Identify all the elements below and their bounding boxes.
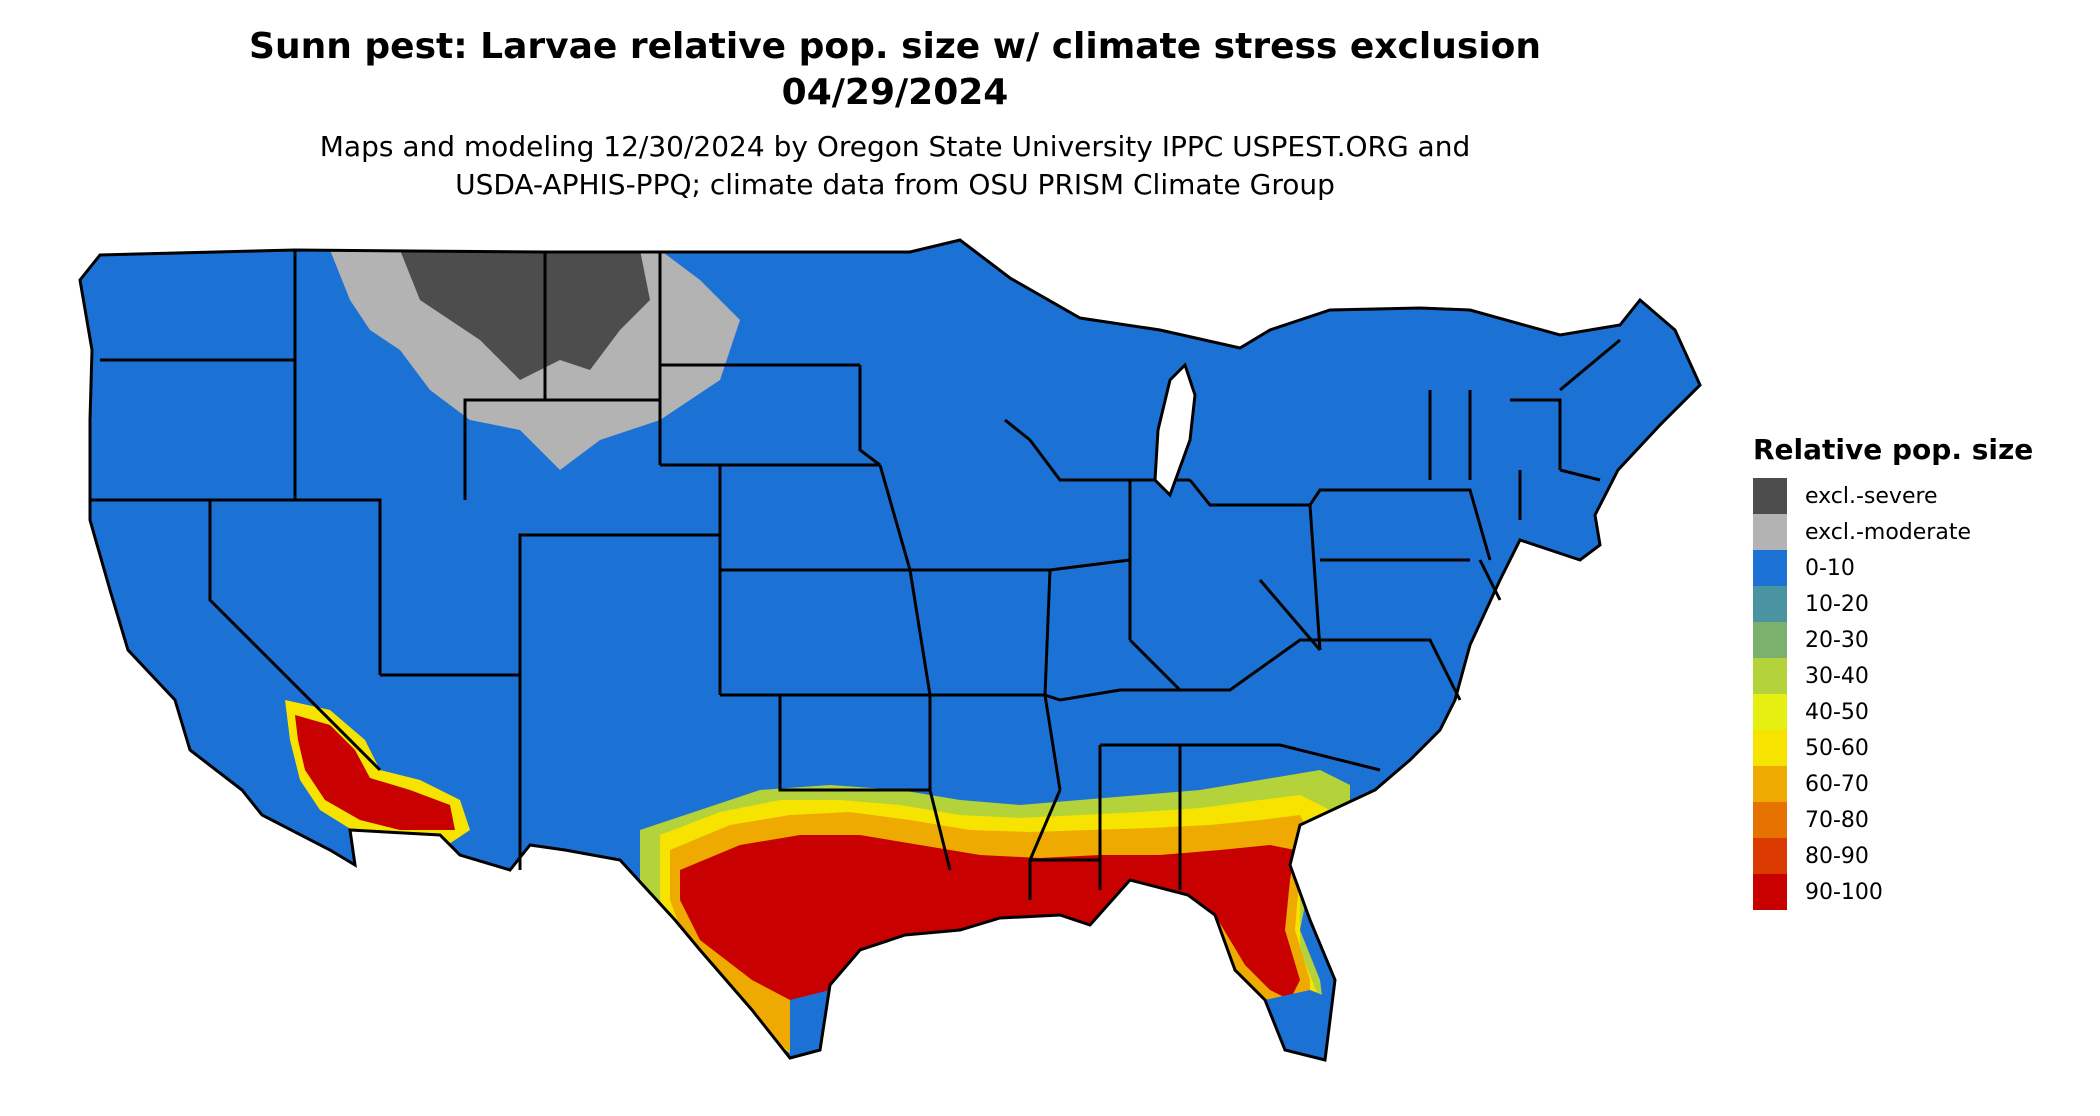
legend-swatch [1753, 802, 1787, 838]
legend-item: 80-90 [1753, 838, 2033, 874]
legend-swatch [1753, 550, 1787, 586]
subtitle-line-1: Maps and modeling 12/30/2024 by Oregon S… [319, 130, 1471, 163]
legend-item: 50-60 [1753, 730, 2033, 766]
legend-swatch [1753, 838, 1787, 874]
legend-title: Relative pop. size [1753, 433, 2034, 466]
legend-swatch [1753, 766, 1787, 802]
legend-item: excl.-severe [1753, 478, 2033, 514]
us-map [78, 238, 1702, 1062]
map-title: Sunn pest: Larvae relative pop. size w/ … [0, 24, 1790, 116]
legend-item: 0-10 [1753, 550, 2033, 586]
legend: Relative pop. size excl.-severe excl.-mod… [1753, 433, 2033, 910]
legend-swatch [1753, 478, 1787, 514]
legend-label: 70-80 [1805, 807, 1869, 833]
map-subtitle: Maps and modeling 12/30/2024 by Oregon S… [0, 128, 1790, 204]
legend-label: 80-90 [1805, 843, 1869, 869]
legend-item: 90-100 [1753, 874, 2033, 910]
title-line-2: 04/29/2024 [781, 72, 1009, 113]
legend-item: 70-80 [1753, 802, 2033, 838]
suitability-band-peak [680, 835, 1300, 1010]
conus-land [80, 240, 1700, 1060]
legend-swatch [1753, 694, 1787, 730]
legend-label: 90-100 [1805, 879, 1883, 905]
desert-southwest-peak [295, 715, 455, 830]
legend-item: 60-70 [1753, 766, 2033, 802]
legend-label: 10-20 [1805, 591, 1869, 617]
lake-michigan [1153, 362, 1197, 498]
state-borders [78, 238, 1702, 1062]
legend-label: excl.-moderate [1805, 519, 1971, 545]
legend-label: 60-70 [1805, 771, 1869, 797]
legend-item: 10-20 [1753, 586, 2033, 622]
legend-swatch [1753, 874, 1787, 910]
legend-label: 50-60 [1805, 735, 1869, 761]
legend-items: excl.-severe excl.-moderate 0-10 10-20 20-30… [1753, 478, 2033, 910]
legend-item: 40-50 [1753, 694, 2033, 730]
legend-label: excl.-severe [1805, 483, 1938, 509]
legend-swatch [1753, 586, 1787, 622]
legend-label: 40-50 [1805, 699, 1869, 725]
legend-label: 30-40 [1805, 663, 1869, 689]
legend-item: 20-30 [1753, 622, 2033, 658]
legend-label: 20-30 [1805, 627, 1869, 653]
legend-swatch [1753, 622, 1787, 658]
legend-swatch [1753, 658, 1787, 694]
legend-swatch [1753, 514, 1787, 550]
legend-label: 0-10 [1805, 555, 1855, 581]
legend-item: excl.-moderate [1753, 514, 2033, 550]
legend-item: 30-40 [1753, 658, 2033, 694]
legend-swatch [1753, 730, 1787, 766]
excl-severe-zone [400, 250, 650, 380]
subtitle-line-2: USDA-APHIS-PPQ; climate data from OSU PR… [455, 168, 1335, 201]
title-line-1: Sunn pest: Larvae relative pop. size w/ … [249, 26, 1541, 67]
